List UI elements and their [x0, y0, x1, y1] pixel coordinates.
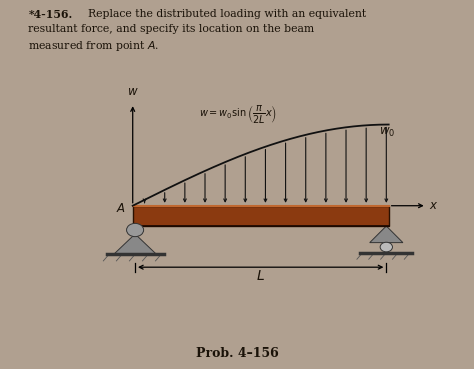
Text: $w_0$: $w_0$ — [379, 126, 395, 139]
Circle shape — [380, 242, 392, 252]
Text: $x$: $x$ — [429, 199, 438, 212]
Text: *4-156.: *4-156. — [28, 9, 73, 20]
Text: $L$: $L$ — [256, 269, 265, 283]
Polygon shape — [114, 234, 156, 254]
Text: $w$: $w$ — [127, 85, 138, 98]
Text: $A$: $A$ — [116, 202, 126, 215]
Circle shape — [127, 223, 144, 237]
Text: measured from point $A$.: measured from point $A$. — [28, 39, 159, 53]
Text: $w = w_0 \sin\left(\dfrac{\pi}{2L}x\right)$: $w = w_0 \sin\left(\dfrac{\pi}{2L}x\righ… — [199, 103, 277, 125]
Bar — [133, 206, 389, 226]
Text: resultant force, and specify its location on the beam: resultant force, and specify its locatio… — [28, 24, 315, 34]
Polygon shape — [370, 226, 403, 243]
Text: Prob. 4–156: Prob. 4–156 — [196, 347, 278, 360]
Text: Replace the distributed loading with an equivalent: Replace the distributed loading with an … — [88, 9, 366, 19]
